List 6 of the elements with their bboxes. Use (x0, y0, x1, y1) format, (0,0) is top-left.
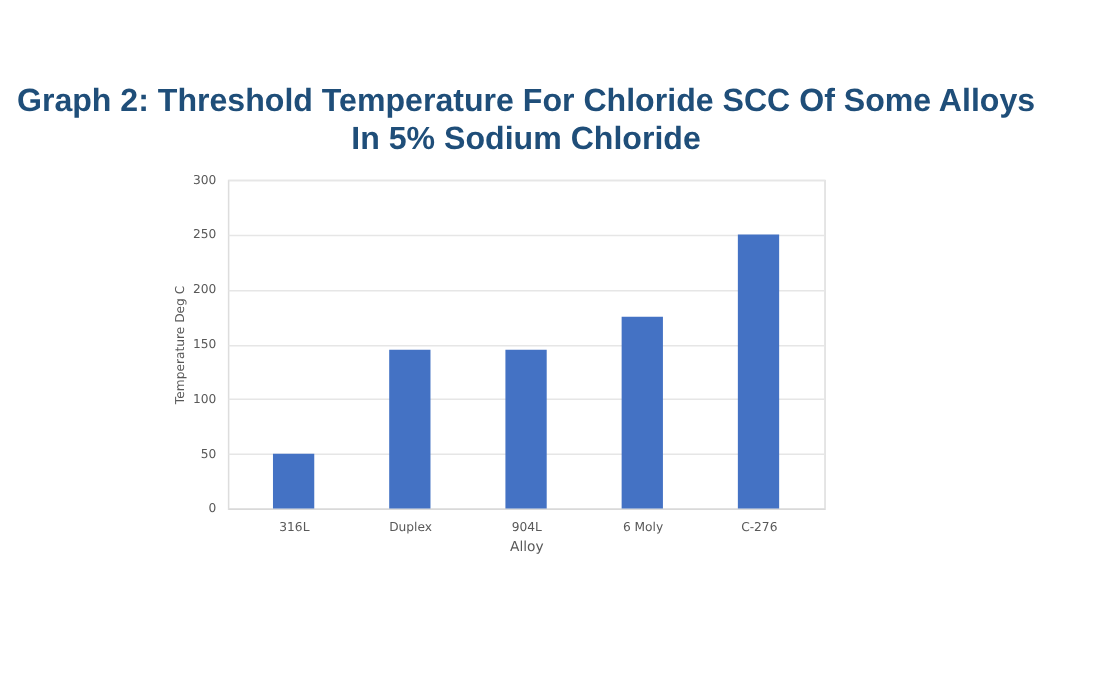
bar (272, 453, 315, 509)
chart-title: Graph 2: Threshold Temperature For Chloride SCC Of Some Alloys In 5% Sodium Chloride (16, 82, 1036, 158)
bar (737, 234, 780, 509)
bar (389, 349, 431, 509)
bar (621, 316, 663, 509)
bar (505, 349, 547, 509)
